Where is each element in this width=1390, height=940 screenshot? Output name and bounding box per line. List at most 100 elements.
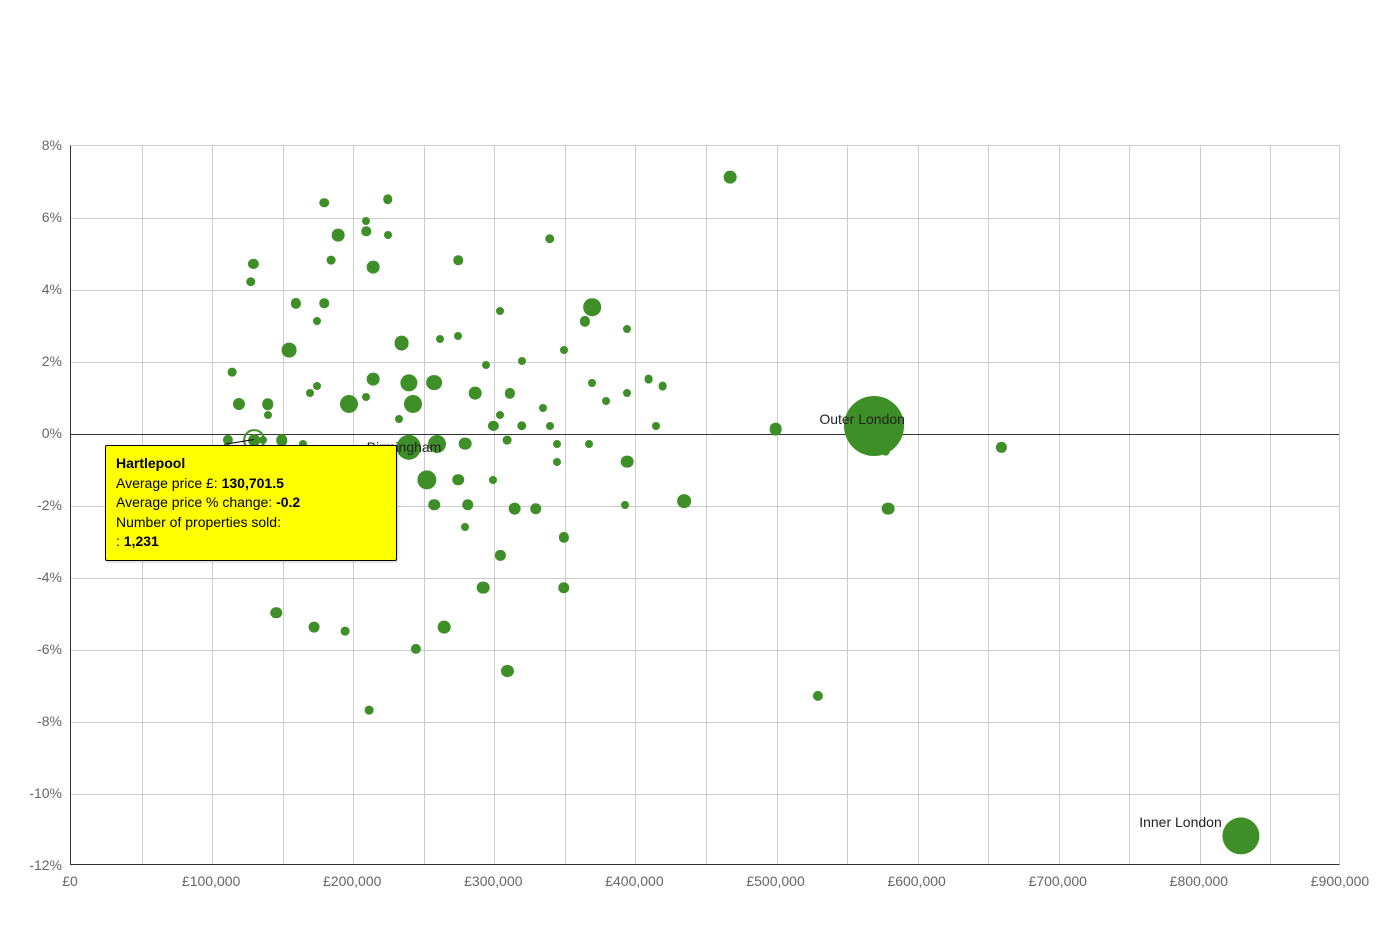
data-bubble[interactable]	[724, 171, 737, 184]
y-tick-label: 6%	[42, 209, 62, 225]
y-tick-label: -6%	[37, 641, 62, 657]
data-bubble[interactable]	[319, 299, 329, 309]
data-bubble[interactable]	[585, 440, 593, 448]
data-bubble[interactable]	[367, 261, 380, 274]
data-bubble[interactable]	[553, 458, 561, 466]
data-bubble[interactable]	[459, 437, 472, 450]
data-bubble[interactable]	[438, 621, 451, 634]
gridline-vertical	[1270, 146, 1271, 864]
data-bubble[interactable]	[583, 298, 601, 316]
data-label: Outer London	[819, 411, 905, 427]
data-bubble[interactable]	[489, 476, 497, 484]
gridline-horizontal	[71, 650, 1339, 651]
data-bubble[interactable]	[426, 375, 442, 391]
data-bubble[interactable]	[340, 395, 358, 413]
tooltip-line-value: 130,701.5	[222, 475, 284, 491]
data-bubble[interactable]	[365, 706, 374, 715]
data-bubble[interactable]	[545, 234, 555, 244]
data-bubble[interactable]	[228, 367, 237, 376]
x-tick-label: £700,000	[1029, 873, 1087, 889]
gridline-vertical	[1059, 146, 1060, 864]
data-bubble[interactable]	[394, 336, 409, 351]
data-bubble[interactable]	[588, 379, 596, 387]
y-tick-label: 8%	[42, 137, 62, 153]
data-bubble[interactable]	[677, 495, 691, 509]
gridline-vertical	[565, 146, 566, 864]
data-bubble[interactable]	[453, 255, 463, 265]
data-bubble[interactable]	[436, 335, 444, 343]
data-bubble[interactable]	[362, 227, 372, 237]
data-bubble[interactable]	[496, 411, 504, 419]
data-bubble[interactable]	[602, 397, 610, 405]
tooltip-title: Hartlepool	[116, 455, 185, 471]
chart-canvas: £0£100,000£200,000£300,000£400,000£500,0…	[0, 0, 1390, 940]
tooltip-line-value: -0.2	[276, 494, 300, 510]
gridline-vertical	[494, 146, 495, 864]
gridline-vertical	[706, 146, 707, 864]
data-bubble[interactable]	[384, 231, 392, 239]
y-tick-label: -4%	[37, 569, 62, 585]
data-bubble[interactable]	[313, 382, 321, 390]
data-bubble[interactable]	[623, 325, 631, 333]
data-bubble[interactable]	[309, 622, 320, 633]
data-bubble[interactable]	[313, 317, 321, 325]
data-bubble[interactable]	[560, 346, 568, 354]
data-bubble[interactable]	[327, 256, 336, 265]
data-bubble[interactable]	[362, 393, 370, 401]
x-tick-label: £400,000	[605, 873, 663, 889]
x-tick-label: £800,000	[1170, 873, 1228, 889]
gridline-vertical	[1129, 146, 1130, 864]
data-bubble[interactable]	[546, 422, 554, 430]
data-bubble[interactable]	[644, 375, 653, 384]
gridline-vertical	[424, 146, 425, 864]
data-bubble[interactable]	[769, 423, 782, 436]
tooltip-line-label: Average price £:	[116, 475, 218, 491]
data-bubble[interactable]	[621, 455, 634, 468]
data-bubble[interactable]	[517, 421, 527, 431]
x-tick-label: £300,000	[464, 873, 522, 889]
data-bubble[interactable]	[332, 229, 345, 242]
data-bubble[interactable]	[461, 523, 469, 531]
y-tick-label: 2%	[42, 353, 62, 369]
data-bubble[interactable]	[503, 436, 512, 445]
data-bubble[interactable]	[882, 502, 895, 515]
gridline-horizontal	[71, 722, 1339, 723]
data-bubble[interactable]	[477, 581, 490, 594]
data-bubble[interactable]	[539, 404, 547, 412]
data-bubble[interactable]	[367, 373, 380, 386]
data-bubble[interactable]	[469, 387, 482, 400]
data-bubble[interactable]	[264, 411, 272, 419]
x-tick-label: £100,000	[182, 873, 240, 889]
gridline-vertical	[847, 146, 848, 864]
x-tick-label: £0	[62, 873, 78, 889]
data-bubble[interactable]	[259, 436, 267, 444]
data-bubble[interactable]	[362, 217, 370, 225]
data-bubble[interactable]	[281, 343, 296, 358]
gridline-horizontal	[71, 794, 1339, 795]
tooltip-line-value: 1,231	[124, 533, 159, 549]
data-bubble[interactable]	[508, 502, 521, 515]
data-bubble[interactable]	[553, 440, 561, 448]
data-bubble[interactable]	[246, 277, 256, 287]
data-bubble[interactable]	[881, 447, 890, 456]
data-bubble[interactable]	[319, 198, 329, 208]
gridline-horizontal	[71, 290, 1339, 291]
data-bubble[interactable]	[496, 307, 504, 315]
data-bubble[interactable]	[482, 361, 490, 369]
y-tick-label: 0%	[42, 425, 62, 441]
data-bubble[interactable]	[383, 194, 393, 204]
tooltip-line-label: Number of properties sold:	[116, 514, 281, 530]
data-bubble[interactable]	[621, 501, 629, 509]
data-bubble[interactable]	[306, 389, 314, 397]
data-bubble[interactable]	[518, 357, 526, 365]
data-bubble[interactable]	[341, 627, 350, 636]
data-bubble[interactable]	[658, 382, 667, 391]
data-bubble[interactable]	[623, 389, 631, 397]
data-bubble[interactable]	[652, 422, 660, 430]
data-bubble[interactable]	[454, 332, 462, 340]
y-tick-label: -12%	[29, 857, 62, 873]
data-label: Inner London	[1139, 814, 1222, 830]
gridline-vertical	[1200, 146, 1201, 864]
data-bubble[interactable]	[395, 415, 403, 423]
data-bubble[interactable]	[404, 395, 422, 413]
